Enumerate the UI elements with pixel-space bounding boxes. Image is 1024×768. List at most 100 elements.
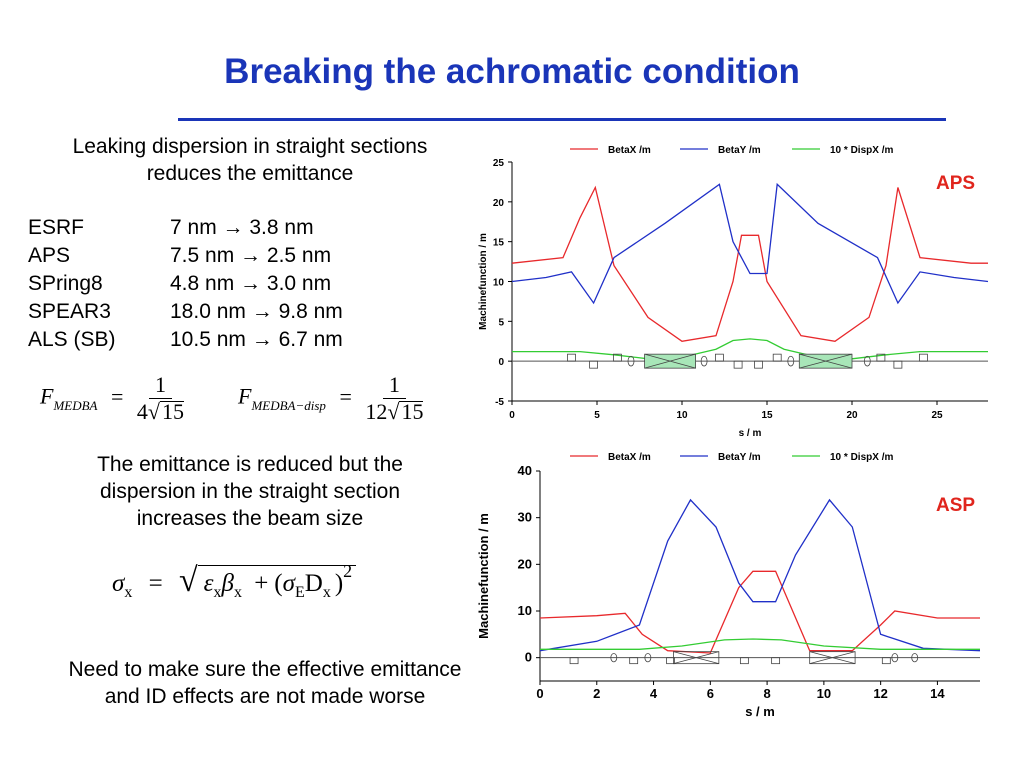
formula-medba-disp: FMEDBA−disp = 1 12√15 [238,372,424,425]
sigma-symbol: σ [112,570,125,597]
square-exponent: 2 [343,561,353,581]
x-tick-label: 25 [931,410,943,421]
sigma-equals: = [148,570,163,597]
dipole-cross [809,651,856,665]
note-line-1: The emittance is reduced but the [97,453,403,476]
emittance-warning: Need to make sure the effective emittanc… [10,656,520,710]
legend-label: 10 * DispX /m [830,145,893,156]
y-tick-label: 10 [493,278,505,289]
beta-symbol: β [221,570,234,597]
y-axis-label: Machinefunction / m [476,513,491,639]
ring-row: ALS (SB) 10.5 nm → 6.7 nm [28,326,343,354]
x-tick-label: 0 [536,686,543,701]
ring-name: SPring8 [28,272,103,295]
intro-text: Leaking dispersion in straight sections … [20,133,480,187]
y-tick-label: 40 [518,463,532,478]
ring-from: 7.5 nm [170,244,235,267]
quadrupole-icon [629,657,639,665]
dipole-cross [644,353,696,369]
quadrupole-icon [733,360,743,369]
title-underline [178,118,946,121]
sextupole-icon [863,355,871,367]
legend-label: 10 * DispX /m [830,452,893,463]
x-axis-label: s / m [739,428,762,439]
formula-subscript: MEDBA−disp [251,397,326,413]
y-tick-label: 10 [518,603,532,618]
arrow-icon: → [251,328,273,351]
emittance-table: ESRF 7 nm → 3.8 nm APS 7.5 nm → 2.5 nm S… [28,214,343,354]
root-sign-icon: √ [178,562,198,599]
ring-to: 3.8 nm [249,216,314,239]
ring-name: ALS (SB) [28,328,116,351]
ring-from: 4.8 nm [170,272,235,295]
warning-line-1: Need to make sure the effective emittanc… [68,658,462,681]
quadrupole-icon [612,353,622,362]
quadrupole-icon [739,657,749,665]
ring-row: ESRF 7 nm → 3.8 nm [28,214,343,242]
series-line-dispx [540,638,980,650]
dipole-icon [673,651,720,665]
sextupole-icon [700,355,708,367]
sextupole-icon [911,653,919,663]
formula-fraction: 1 4√15 [137,372,184,425]
formula-lhs: F [238,383,252,409]
dipole-cross [799,353,853,369]
sextupole-icon [627,355,635,367]
dipole-cross [673,651,719,665]
aps-lattice-chart: 0 5 10 15 20 25 -5 0 5 10 15 20 25 s / m Machinefuncti… [478,145,989,439]
legend-label: BetaY /m [718,145,761,156]
right-paren: ) [334,570,344,597]
y-tick-label: 30 [518,510,532,525]
slide-title: Breaking the achromatic condition [224,52,800,91]
series-line-betay [511,182,989,305]
ring-name: APS [28,244,71,267]
quadrupole-icon [567,353,576,362]
formula-equals: = [111,383,124,409]
note-line-3: increases the beam size [136,507,364,530]
asp-lattice-chart: 0 2 4 6 8 10 12 14 0 10 20 30 40 s / m Machinefunction… [476,452,981,719]
series-line-dispx [512,338,988,360]
formula-coefficient: 4 [136,399,148,424]
intro-line-2: reduces the emittance [146,162,354,185]
quadrupole-icon [714,353,724,362]
warning-line-2: and ID effects are not made worse [104,685,426,708]
beam-size-note: The emittance is reduced but the dispers… [20,451,480,532]
ring-name: ESRF [28,216,85,239]
formula-fraction: 1 12√15 [365,372,424,425]
note-line-2: dispersion in the straight section [100,480,400,503]
legend-label: BetaX /m [608,452,651,463]
y-tick-label: 0 [525,650,532,665]
formula-subscript: MEDBA [53,397,98,413]
arrow-icon: → [240,244,262,267]
formula-denominator: 4√15 [136,399,184,424]
root-body: εxβx + (σEDx)2 [197,561,357,601]
sigma-e-symbol: σ [282,570,295,597]
ring-to: 9.8 nm [278,300,343,323]
left-paren: ( [274,570,283,597]
sextupole-icon [891,653,899,663]
ring-row: APS 7.5 nm → 2.5 nm [28,242,343,270]
y-tick-label: 0 [498,357,504,368]
formula-numerator: 1 [382,372,406,399]
arrow-icon: → [240,272,262,295]
dispersion-subscript: x [322,584,331,601]
quadrupole-icon [772,353,782,362]
dipole-icon [809,651,856,665]
aps-label: APS [936,173,976,194]
intro-line-1: Leaking dispersion in straight sections [72,135,428,158]
x-tick-label: 10 [817,686,831,701]
quadrupole-icon [881,657,891,665]
asp-label: ASP [936,495,976,516]
formula-medba: FMEDBA = 1 4√15 [40,372,184,425]
quadrupole-icon [589,360,598,369]
plus-sign: + [254,570,269,597]
y-tick-label: -5 [495,397,504,408]
series-line-betay [539,498,981,652]
sextupole-icon [787,355,795,367]
dispersion-symbol: D [304,570,323,597]
formula-equals: = [339,383,352,409]
x-tick-label: 2 [593,686,600,701]
ring-to: 2.5 nm [266,244,332,267]
quadrupole-icon [569,657,579,665]
legend-label: BetaY /m [718,452,761,463]
